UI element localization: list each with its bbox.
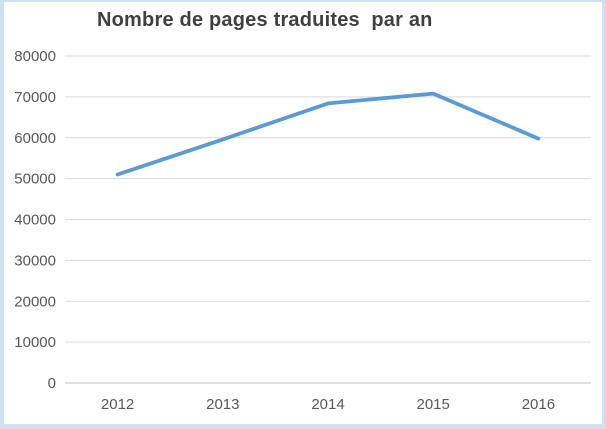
y-axis-tick-label: 20000	[14, 293, 56, 310]
y-axis-tick-label: 60000	[14, 130, 56, 147]
x-axis-tick-label: 2015	[417, 396, 450, 413]
y-axis-tick-label: 0	[48, 375, 56, 392]
y-axis-tick-label: 10000	[14, 334, 56, 351]
x-axis-tick-label: 2016	[522, 396, 555, 413]
x-axis-tick-label: 2012	[101, 396, 134, 413]
y-axis-tick-label: 70000	[14, 89, 56, 106]
chart-title: Nombre de pages traduites par an	[97, 9, 433, 31]
x-axis-tick-label: 2013	[206, 396, 239, 413]
y-axis-tick-label: 40000	[14, 212, 56, 229]
data-series-line	[115, 91, 541, 177]
y-axis-tick-label: 50000	[14, 171, 56, 188]
y-axis-tick-label: 30000	[14, 252, 56, 269]
x-axis-tick-label: 2014	[311, 396, 344, 413]
y-axis-tick-label: 80000	[14, 48, 56, 65]
